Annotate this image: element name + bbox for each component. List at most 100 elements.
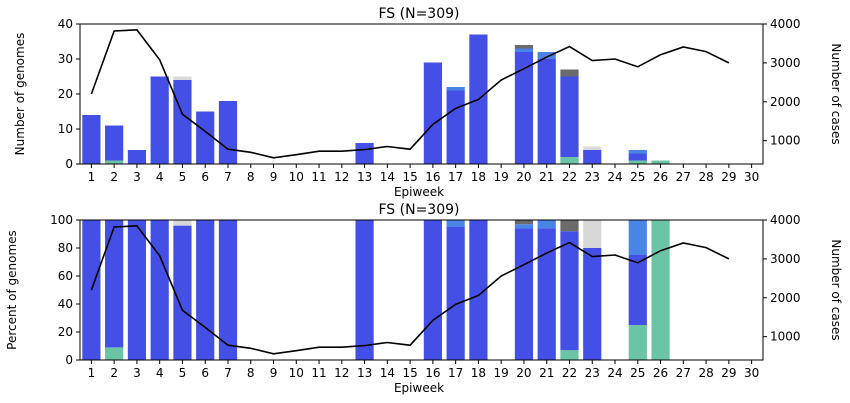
x-tick-label: 7 <box>224 170 232 184</box>
bar-dark_blue-week-18 <box>469 220 488 360</box>
x-tick-label: 19 <box>494 170 509 184</box>
x-tick-label: 30 <box>744 170 759 184</box>
bar-dark_blue-week-5 <box>173 225 192 360</box>
bar-dark_blue-week-4 <box>150 76 169 164</box>
bar-light_blue-week-20 <box>514 48 534 52</box>
x-tick-label: 4 <box>156 366 164 380</box>
bar-dark_blue-week-3 <box>127 150 147 164</box>
bar-light_blue-week-25 <box>628 220 647 255</box>
x-tick-label: 2 <box>110 170 118 184</box>
chart-bottom-ylabel: Percent of genomes <box>5 230 19 350</box>
bar-dark_blue-week-2 <box>105 125 124 161</box>
x-tick-label: 14 <box>380 170 395 184</box>
x-tick-label: 12 <box>334 366 349 380</box>
y2-tick-label: 3000 <box>770 56 801 70</box>
bar-teal-week-25 <box>628 325 647 360</box>
y-tick-label: 20 <box>58 87 73 101</box>
y-tick-label: 20 <box>58 325 73 339</box>
cases-line <box>90 225 730 355</box>
bar-teal-week-26 <box>651 160 670 164</box>
y2-tick-label: 2000 <box>770 291 801 305</box>
x-tick-label: 26 <box>653 366 668 380</box>
bar-dark_blue-week-2 <box>105 220 124 348</box>
y2-tick-label: 2000 <box>770 95 801 109</box>
bar-dark_blue-week-5 <box>173 80 192 164</box>
bar-light_gray-week-23 <box>583 146 602 150</box>
y2-tick-label: 3000 <box>770 252 801 266</box>
x-tick-label: 19 <box>494 366 509 380</box>
bar-light_blue-week-21 <box>537 52 556 59</box>
bar-light_blue-week-17 <box>446 87 465 91</box>
bar-teal-week-2 <box>105 160 124 164</box>
bar-light_gray-week-5 <box>173 220 192 226</box>
bar-dark_blue-week-21 <box>537 59 556 164</box>
x-tick-label: 11 <box>311 366 326 380</box>
bar-dark_blue-week-6 <box>196 220 215 360</box>
bar-light_blue-week-25 <box>628 150 647 154</box>
bar-light_blue-week-21 <box>537 220 556 229</box>
x-tick-label: 12 <box>334 170 349 184</box>
x-tick-label: 16 <box>425 366 440 380</box>
x-tick-label: 28 <box>698 170 713 184</box>
cases-line <box>90 29 730 159</box>
x-tick-label: 20 <box>516 366 531 380</box>
bar-dark_gray-week-22 <box>560 69 579 77</box>
bar-dark_gray-week-22 <box>560 220 579 232</box>
x-tick-label: 14 <box>380 366 395 380</box>
chart-bottom-title: FS (N=309) <box>379 202 460 218</box>
bar-dark_gray-week-20 <box>514 45 534 49</box>
chart-bottom-ylabel-right: Number of cases <box>829 239 843 340</box>
x-tick-label: 21 <box>539 170 554 184</box>
y-tick-label: 40 <box>58 297 73 311</box>
x-tick-label: 26 <box>653 170 668 184</box>
bar-dark_blue-week-13 <box>355 143 374 164</box>
plot-frame <box>79 219 764 361</box>
bar-dark_blue-week-22 <box>560 76 579 157</box>
x-tick-label: 11 <box>311 170 326 184</box>
bar-dark_blue-week-1 <box>82 115 101 164</box>
x-tick-label: 3 <box>133 170 141 184</box>
bar-dark_blue-week-4 <box>150 220 169 360</box>
x-tick-label: 7 <box>224 366 232 380</box>
y-tick-label: 60 <box>58 269 73 283</box>
chart-bottom-xlabel: Epiweek <box>394 381 444 395</box>
bar-teal-week-22 <box>560 157 579 164</box>
x-tick-label: 5 <box>179 170 187 184</box>
bar-dark_blue-week-25 <box>628 255 647 325</box>
x-tick-label: 30 <box>744 366 759 380</box>
x-tick-label: 6 <box>201 170 209 184</box>
x-tick-label: 1 <box>88 366 96 380</box>
x-tick-label: 16 <box>425 170 440 184</box>
x-tick-label: 27 <box>676 170 691 184</box>
x-tick-label: 18 <box>471 366 486 380</box>
x-tick-label: 8 <box>247 366 255 380</box>
y2-tick-label: 4000 <box>770 17 801 31</box>
x-tick-label: 24 <box>607 366 622 380</box>
y-tick-label: 0 <box>65 157 73 171</box>
x-tick-label: 15 <box>402 366 417 380</box>
x-tick-label: 24 <box>607 170 622 184</box>
x-tick-label: 2 <box>110 366 118 380</box>
bar-dark_blue-week-7 <box>218 220 238 360</box>
x-tick-label: 1 <box>88 170 96 184</box>
x-tick-label: 15 <box>402 170 417 184</box>
bar-dark_blue-week-23 <box>583 248 602 360</box>
bar-light_blue-week-20 <box>514 224 534 229</box>
y2-tick-label: 1000 <box>770 134 801 148</box>
x-tick-label: 6 <box>201 366 209 380</box>
bar-dark_blue-week-13 <box>355 220 374 360</box>
bar-light_gray-week-23 <box>583 220 602 248</box>
chart-top-ylabel: Number of genomes <box>13 33 27 156</box>
bar-dark_blue-week-22 <box>560 231 579 351</box>
y-tick-label: 40 <box>58 17 73 31</box>
x-tick-label: 13 <box>357 366 372 380</box>
x-tick-label: 10 <box>289 170 304 184</box>
y-tick-label: 10 <box>58 122 73 136</box>
x-tick-label: 5 <box>179 366 187 380</box>
y2-tick-label: 1000 <box>770 330 801 344</box>
bar-dark_blue-week-6 <box>196 111 215 164</box>
x-tick-label: 18 <box>471 170 486 184</box>
